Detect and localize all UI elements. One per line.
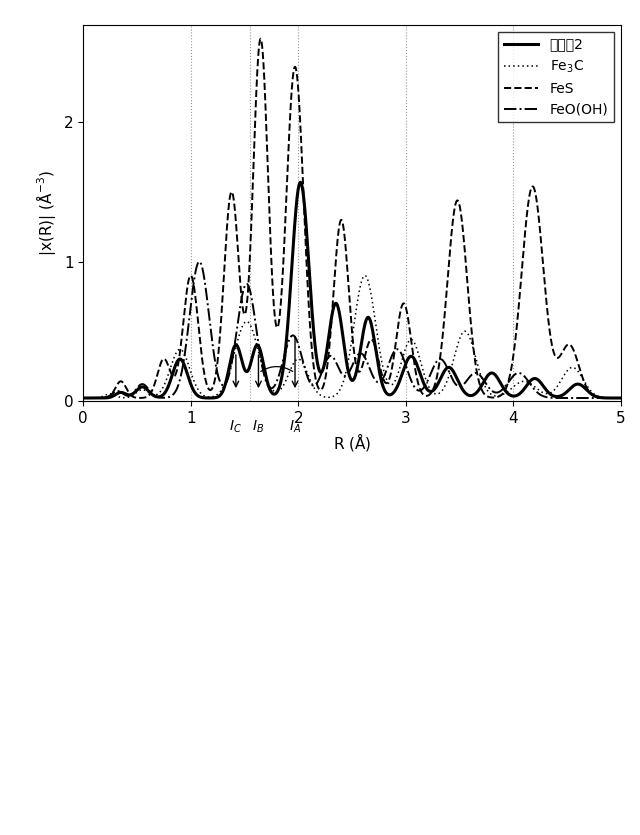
X-axis label: R ($\mathrm{\AA}$): R ($\mathrm{\AA}$) [333,431,371,453]
Y-axis label: |x(R)| ($\mathrm{\AA}^{-3}$): |x(R)| ($\mathrm{\AA}^{-3}$) [35,170,58,256]
Legend: 実施例2, Fe$_3$C, FeS, FeO(OH): 実施例2, Fe$_3$C, FeS, FeO(OH) [498,32,614,123]
Text: $I_A$: $I_A$ [289,419,301,435]
Text: $I_C$: $I_C$ [230,419,243,435]
Text: $I_B$: $I_B$ [252,419,264,435]
